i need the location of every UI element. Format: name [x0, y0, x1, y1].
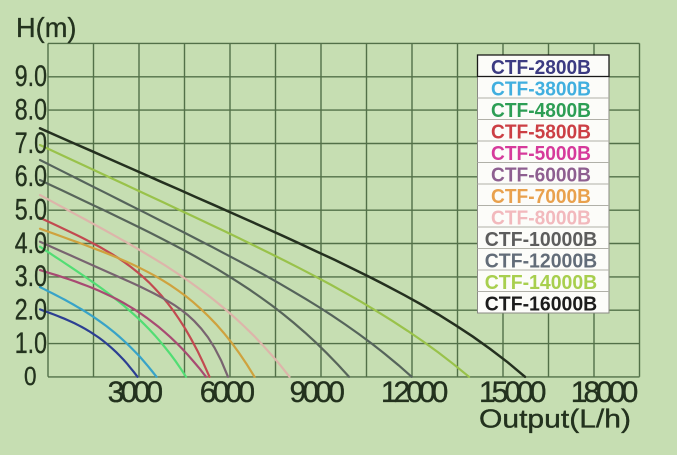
svg-text:CTF-3800B: CTF-3800B [491, 79, 591, 101]
svg-text:CTF-16000B: CTF-16000B [485, 294, 598, 316]
svg-text:0: 0 [24, 361, 37, 391]
svg-text:CTF-2800B: CTF-2800B [491, 57, 591, 79]
svg-text:3000: 3000 [108, 376, 163, 409]
svg-text:CTF-5000B: CTF-5000B [491, 143, 591, 165]
svg-text:6.0: 6.0 [15, 160, 47, 193]
svg-text:15000: 15000 [479, 376, 547, 409]
svg-text:CTF-12000B: CTF-12000B [485, 251, 598, 273]
svg-text:CTF-4800B: CTF-4800B [491, 100, 591, 122]
svg-text:9.0: 9.0 [15, 60, 47, 93]
svg-text:H(m): H(m) [16, 12, 77, 43]
svg-text:1.0: 1.0 [15, 327, 47, 360]
svg-text:3.0: 3.0 [15, 260, 47, 293]
svg-text:8.0: 8.0 [15, 93, 47, 126]
svg-text:12000: 12000 [381, 376, 449, 409]
svg-text:7.0: 7.0 [15, 127, 47, 160]
svg-text:4.0: 4.0 [15, 227, 47, 260]
svg-text:CTF-14000B: CTF-14000B [485, 272, 598, 294]
svg-text:5.0: 5.0 [15, 194, 47, 227]
svg-text:CTF-7000B: CTF-7000B [491, 186, 591, 208]
svg-text:CTF-10000B: CTF-10000B [485, 229, 598, 251]
svg-text:Output(L/h): Output(L/h) [479, 404, 631, 434]
svg-text:2.0: 2.0 [15, 294, 47, 327]
svg-text:CTF-8000B: CTF-8000B [491, 208, 591, 230]
svg-text:9000: 9000 [290, 376, 345, 409]
svg-text:CTF-6000B: CTF-6000B [491, 165, 591, 187]
svg-text:6000: 6000 [200, 376, 255, 409]
svg-text:CTF-5800B: CTF-5800B [491, 122, 591, 144]
svg-text:18000: 18000 [571, 376, 639, 409]
